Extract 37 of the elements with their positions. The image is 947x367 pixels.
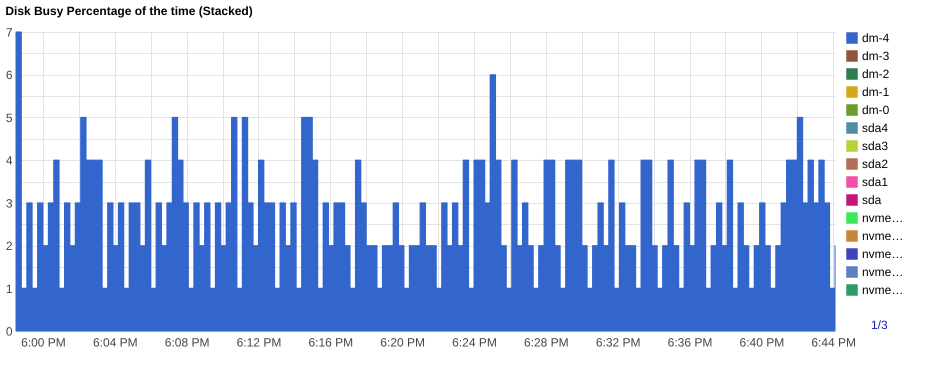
x-tick-label: 6:00 PM	[21, 336, 66, 350]
legend-label: nvme…	[862, 247, 904, 261]
chart-title: Disk Busy Percentage of the time (Stacked)	[5, 4, 253, 18]
y-tick-label: 2	[6, 239, 13, 254]
y-tick-label: 1	[6, 282, 13, 296]
legend-label: dm-3	[862, 49, 890, 63]
x-tick-label: 6:36 PM	[668, 336, 712, 350]
x-tick-label: 6:12 PM	[236, 336, 282, 350]
legend-label: dm-0	[862, 103, 890, 117]
x-tick-label: 6:04 PM	[92, 336, 138, 350]
text: 1/3	[871, 318, 888, 332]
y-tick-label: 5	[6, 110, 13, 125]
x-tick-label: 6:32 PM	[596, 336, 641, 350]
legend-label: sda3	[862, 139, 888, 153]
legend-label: sda2	[862, 157, 888, 171]
y-tick-label: 3	[6, 196, 13, 210]
legend-label: sda4	[862, 121, 888, 135]
legend-label: dm-4	[862, 31, 890, 45]
x-tick-label: 6:20 PM	[380, 336, 426, 350]
x-tick-label: 6:28 PM	[524, 336, 569, 350]
x-tick-label: 6:40 PM	[740, 336, 784, 350]
y-tick-label: 0	[6, 324, 13, 338]
legend-label: dm-2	[862, 67, 890, 81]
legend-label: nvme…	[862, 229, 904, 243]
y-tick-label: 6	[6, 68, 13, 82]
legend-label: sda	[862, 193, 882, 207]
legend-label: nvme…	[862, 283, 904, 297]
y-tick-label: 4	[6, 154, 13, 168]
legend-label: nvme…	[862, 211, 904, 225]
x-tick-label: 6:24 PM	[452, 336, 497, 350]
legend-label: dm-1	[862, 85, 890, 99]
x-tick-label: 6:08 PM	[164, 336, 210, 350]
x-tick-label: 6:44 PM	[811, 336, 856, 350]
legend-label: nvme…	[862, 265, 904, 279]
x-tick-label: 6:16 PM	[308, 336, 354, 350]
legend-label: sda1	[862, 175, 888, 189]
y-tick-label: 7	[6, 26, 13, 40]
